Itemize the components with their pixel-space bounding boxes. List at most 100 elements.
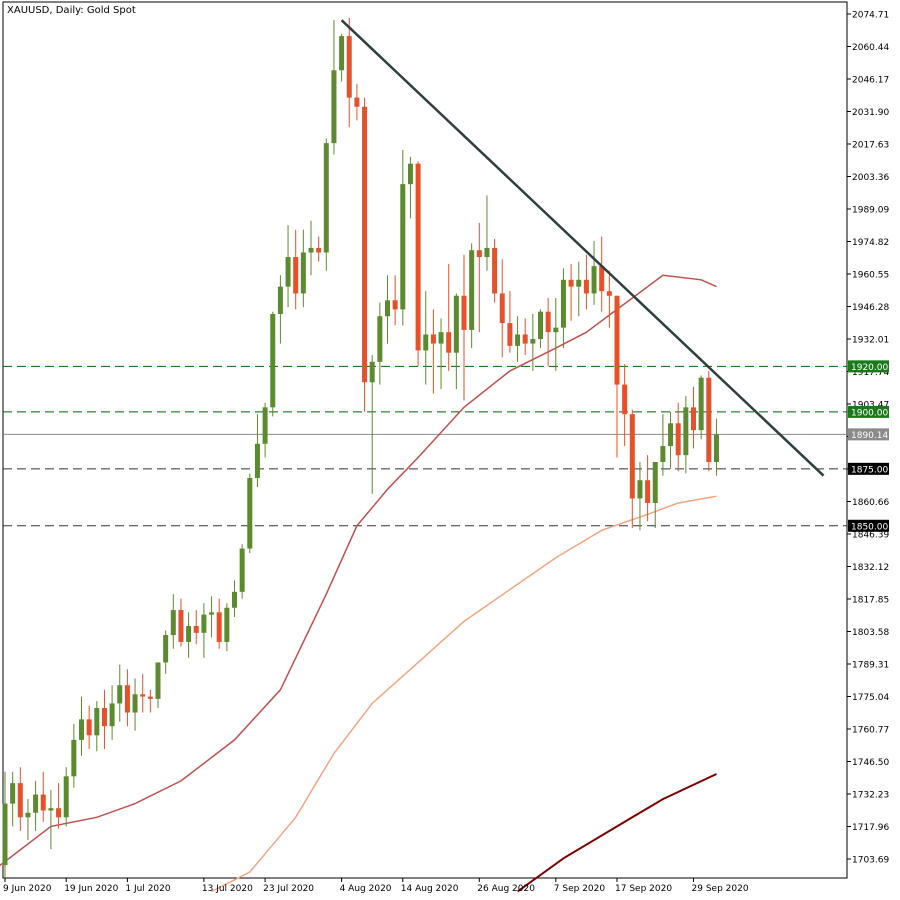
trendline: [340, 19, 825, 477]
candle-67: [515, 316, 521, 362]
candle-body: [453, 295, 459, 353]
candle-body: [698, 377, 704, 431]
candle-71: [545, 298, 551, 367]
candle-body: [201, 614, 207, 633]
price-axis: 2074.71 2060.44 2046.17 2031.90 2017.63 2003.…: [847, 11, 889, 866]
candle-11: [86, 705, 92, 749]
candle-body: [354, 97, 360, 107]
candle-73: [560, 268, 566, 349]
candle-87: [668, 411, 674, 469]
candle-40: [308, 220, 314, 276]
candle-75: [576, 261, 582, 317]
candle-body: [155, 662, 161, 699]
candle-1: [10, 771, 16, 827]
candle-56: [430, 309, 436, 394]
candle-17: [132, 678, 138, 731]
candle-body: [186, 625, 192, 642]
candle-78: [599, 236, 605, 312]
candle-33: [254, 414, 260, 488]
candle-69: [530, 313, 536, 371]
candle-body: [499, 293, 505, 324]
candle-50: [385, 275, 390, 344]
candle-27: [209, 596, 215, 638]
candle-86: [660, 414, 666, 476]
candle-body: [254, 443, 260, 478]
candle-body: [369, 361, 375, 383]
candle-91: [698, 375, 704, 440]
price-badge-bg: [848, 360, 889, 373]
price-badge-4: 1890.14: [848, 428, 889, 441]
candle-26: [201, 603, 207, 658]
candle-24: [186, 612, 192, 658]
candle-body: [33, 794, 39, 813]
candle-82: [629, 409, 635, 529]
candle-70: [538, 309, 543, 349]
candle-3: [25, 799, 31, 841]
candle-79: [606, 270, 612, 328]
candle-body: [232, 591, 237, 608]
candle-52: [400, 149, 406, 326]
candle-45: [346, 17, 352, 128]
plot-frame: [2, 1, 848, 879]
candle-23: [178, 598, 184, 647]
price-badge-bg: [848, 428, 889, 441]
candle-body: [377, 316, 383, 362]
candle-body: [316, 247, 322, 253]
price-badge-1: 1900.00: [848, 405, 889, 418]
moving-average-2: [517, 773, 717, 893]
candle-body: [530, 339, 536, 344]
candle-4: [33, 780, 39, 831]
candle-body: [86, 719, 92, 736]
price-badge-label: 1890.14: [851, 431, 888, 441]
candle-body: [170, 610, 176, 636]
candle-body: [109, 703, 115, 727]
y-tick-label-7: 1974.82: [852, 238, 889, 248]
x-tick-label-8: 7 Sep 2020: [554, 884, 606, 894]
x-tick-label-6: 14 Aug 2020: [401, 884, 459, 894]
price-badge-label: 1900.00: [851, 408, 888, 418]
candle-9: [71, 723, 77, 788]
candle-body: [706, 377, 712, 463]
price-badge-label: 1920.00: [851, 363, 888, 373]
candle-body: [576, 279, 582, 287]
candle-body: [362, 106, 368, 383]
candle-14: [109, 685, 115, 740]
y-tick-label-16: 1846.39: [852, 531, 889, 541]
candle-5: [40, 771, 46, 822]
candle-body: [209, 612, 215, 615]
candle-19: [147, 689, 153, 713]
y-tick-label-11: 1917.74: [852, 368, 889, 378]
candle-body: [178, 610, 184, 642]
candle-35: [270, 311, 276, 417]
candle-38: [293, 229, 299, 310]
y-tick-label-0: 2074.71: [852, 11, 889, 21]
candle-body: [652, 462, 658, 504]
candle-74: [568, 263, 574, 321]
candle-8: [63, 767, 69, 827]
y-tick-label-19: 1803.58: [852, 628, 889, 638]
price-badge-bg: [848, 462, 889, 475]
candle-body: [446, 332, 452, 353]
candle-51: [392, 275, 398, 326]
price-badge-2: 1875.00: [848, 462, 889, 475]
candle-2: [17, 767, 23, 831]
candle-6: [48, 789, 54, 850]
candle-72: [553, 298, 559, 371]
candle-body: [683, 407, 689, 456]
y-tick-label-4: 2017.63: [852, 141, 889, 151]
candle-29: [224, 603, 230, 652]
y-tick-label-6: 1989.09: [852, 206, 889, 216]
candle-body: [599, 266, 605, 292]
candle-body: [691, 407, 696, 431]
x-tick-label-3: 13 Jul 2020: [202, 884, 253, 894]
x-tick-label-1: 19 Jun 2020: [64, 884, 118, 894]
candle-21: [163, 630, 169, 674]
candle-body: [193, 625, 199, 633]
x-tick-label-9: 17 Sep 2020: [615, 884, 672, 894]
candle-47: [362, 97, 368, 412]
candle-55: [423, 291, 429, 385]
x-tick-label-5: 4 Aug 2020: [340, 884, 392, 894]
candle-63: [484, 195, 490, 271]
candle-48: [369, 354, 375, 494]
candle-body: [545, 311, 551, 333]
